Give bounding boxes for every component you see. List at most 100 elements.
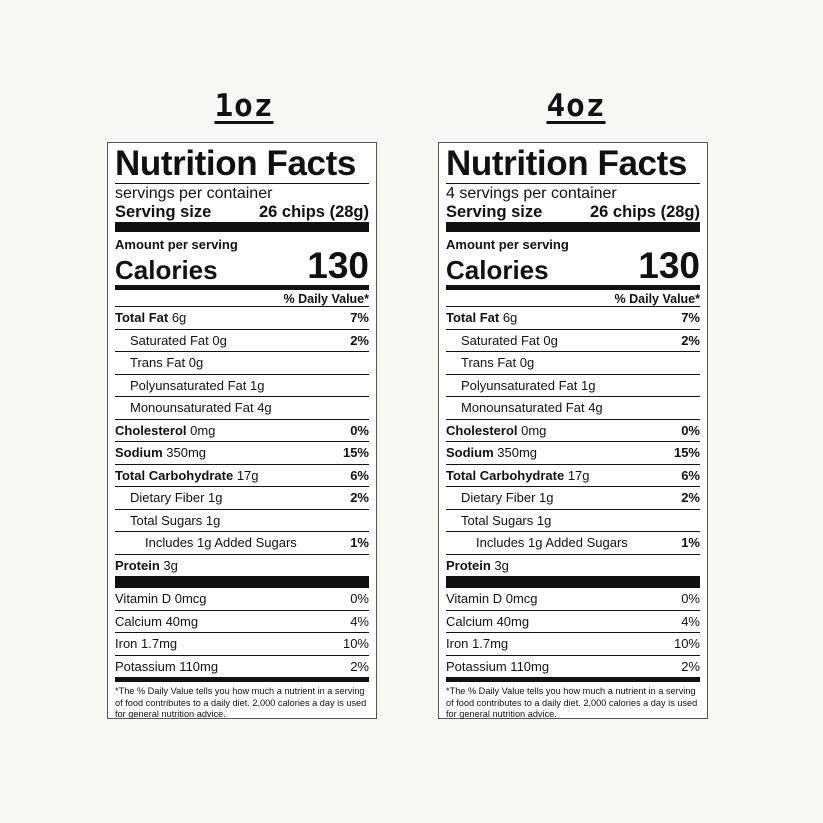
- amount-per-serving: Amount per serving: [446, 237, 569, 252]
- nutrient-row-dietary-fiber: Dietary Fiber 1g 2%: [115, 486, 369, 509]
- nutrient-row-added-sugars: Includes 1g Added Sugars 1%: [446, 531, 700, 554]
- nutrient-row-calcium: Calcium 40mg 4%: [446, 609, 700, 633]
- medium-divider: [115, 285, 369, 290]
- calories-value: 130: [638, 245, 700, 286]
- nutrient-percent: 2%: [350, 658, 369, 674]
- nutrient-row-monounsaturated-fat: Monounsaturated Fat 4g: [115, 396, 369, 419]
- nutrient-text: Dietary Fiber 1g: [130, 490, 223, 506]
- calories-row: Calories 130: [446, 245, 700, 286]
- nutrient-text: Includes 1g Added Sugars: [145, 535, 297, 551]
- divider: [446, 183, 700, 184]
- nutrient-text: Calcium 40mg: [115, 613, 199, 629]
- medium-divider: [446, 677, 700, 682]
- nutrient-row-vitamin-d: Vitamin D 0mcg 0%: [115, 588, 369, 610]
- nutrient-row-protein: Protein 3g: [446, 553, 700, 577]
- nutrient-text: Trans Fat 0g: [130, 355, 204, 371]
- nutrient-row-vitamin-d: Vitamin D 0mcg 0%: [446, 588, 700, 610]
- serving-size-value: 26 chips (28g): [589, 203, 700, 221]
- calories-label: Calories: [446, 255, 549, 285]
- serving-size-label: Serving size: [446, 203, 543, 221]
- nutrient-percent: 7%: [350, 310, 369, 326]
- nutrient-row-total-sugars: Total Sugars 1g: [115, 508, 369, 532]
- nutrient-percent: 0%: [681, 422, 700, 438]
- nutrient-amount: 350mg: [162, 445, 207, 461]
- nutrient-row-trans-fat: Trans Fat 0g: [115, 351, 369, 374]
- nutrient-row-iron: Iron 1.7mg 10%: [115, 632, 369, 655]
- daily-value-header: % Daily Value*: [283, 292, 369, 306]
- nutrient-row-iron: Iron 1.7mg 10%: [446, 632, 700, 655]
- nutrient-row-dietary-fiber: Dietary Fiber 1g 2%: [446, 486, 700, 509]
- nutrient-amount: 17g: [564, 467, 590, 483]
- nutrient-percent: 15%: [342, 445, 369, 461]
- nutrient-percent: 10%: [673, 636, 700, 652]
- nutrient-name: Protein: [446, 557, 491, 573]
- nutrient-percent: 6%: [681, 467, 700, 483]
- nutrient-text: Monounsaturated Fat 4g: [461, 400, 603, 416]
- nutrient-text: Dietary Fiber 1g: [461, 490, 554, 506]
- nutrient-row-polyunsaturated-fat: Polyunsaturated Fat 1g: [446, 373, 700, 397]
- nutrient-row-total-carbohydrate: Total Carbohydrate 17g 6%: [446, 463, 700, 487]
- nutrient-percent: 15%: [673, 445, 700, 461]
- nutrient-row-saturated-fat: Saturated Fat 0g 2%: [446, 328, 700, 352]
- nutrient-text: Saturated Fat 0g: [461, 332, 558, 348]
- nutrition-label-4oz: Nutrition Facts 4 servings per container…: [438, 142, 708, 719]
- nutrient-percent: 10%: [342, 636, 369, 652]
- nutrient-row-calcium: Calcium 40mg 4%: [115, 609, 369, 633]
- nutrient-name: Total Carbohydrate: [446, 467, 565, 483]
- nutrient-text: Polyunsaturated Fat 1g: [461, 377, 596, 393]
- heading-1oz: 1oz: [214, 88, 274, 124]
- nutrient-row-saturated-fat: Saturated Fat 0g 2%: [115, 328, 369, 352]
- nutrient-name: Sodium: [115, 445, 163, 461]
- nutrient-percent: 2%: [681, 332, 700, 348]
- nutrient-text: Total Sugars 1g: [461, 512, 552, 528]
- nutrient-amount: 6g: [168, 310, 187, 326]
- nutrient-row-potassium: Potassium 110mg 2%: [446, 654, 700, 678]
- servings-per-container: servings per container: [115, 185, 273, 202]
- calories-row: Calories 130: [115, 245, 369, 286]
- serving-size-value: 26 chips (28g): [258, 203, 369, 221]
- nutrient-percent: 1%: [350, 535, 369, 551]
- nutrient-text: Saturated Fat 0g: [130, 332, 227, 348]
- nutrient-percent: 2%: [350, 490, 369, 506]
- divider: [115, 183, 369, 184]
- calories-value: 130: [307, 245, 369, 286]
- nutrient-name: Total Fat: [446, 310, 500, 326]
- nutrient-name: Protein: [115, 557, 160, 573]
- nutrient-text: Calcium 40mg: [446, 613, 530, 629]
- daily-value-footnote: *The % Daily Value tells you how much a …: [446, 686, 698, 719]
- nutrient-percent: 0%: [350, 422, 369, 438]
- nutrient-text: Monounsaturated Fat 4g: [130, 400, 272, 416]
- nutrient-amount: 6g: [499, 310, 518, 326]
- nutrient-text: Polyunsaturated Fat 1g: [130, 377, 265, 393]
- nutrient-percent: 6%: [350, 467, 369, 483]
- nutrient-text: Potassium 110mg: [115, 658, 219, 674]
- nutrition-label-1oz: Nutrition Facts servings per container S…: [107, 142, 377, 719]
- nutrient-amount: 3g: [159, 557, 178, 573]
- daily-value-footnote: *The % Daily Value tells you how much a …: [115, 686, 367, 719]
- nutrient-percent: 0%: [350, 591, 369, 607]
- nutrient-row-cholesterol: Cholesterol 0mg 0%: [115, 418, 369, 442]
- nutrient-row-sodium: Sodium 350mg 15%: [446, 441, 700, 464]
- nutrient-percent: 2%: [681, 490, 700, 506]
- nutrient-text: Trans Fat 0g: [461, 355, 535, 371]
- medium-divider: [115, 677, 369, 682]
- nutrient-name: Total Carbohydrate: [115, 467, 234, 483]
- nutrient-row-protein: Protein 3g: [115, 553, 369, 577]
- nutrient-row-added-sugars: Includes 1g Added Sugars 1%: [115, 531, 369, 554]
- nutrient-amount: 17g: [233, 467, 259, 483]
- nutrient-row-total-fat: Total Fat 6g 7%: [115, 306, 369, 329]
- nutrient-row-sodium: Sodium 350mg 15%: [115, 441, 369, 464]
- nutrient-row-trans-fat: Trans Fat 0g: [446, 351, 700, 374]
- nutrient-percent: 4%: [681, 613, 700, 629]
- thick-divider: [446, 222, 700, 232]
- heading-4oz: 4oz: [546, 88, 606, 124]
- nutrient-amount: 0mg: [517, 422, 547, 438]
- nutrient-text: Iron 1.7mg: [115, 636, 178, 652]
- nutrient-text: Iron 1.7mg: [446, 636, 509, 652]
- serving-size-row: Serving size 26 chips (28g): [115, 203, 369, 222]
- nutrient-row-total-sugars: Total Sugars 1g: [446, 508, 700, 532]
- nutrient-percent: 2%: [681, 658, 700, 674]
- nutrient-row-polyunsaturated-fat: Polyunsaturated Fat 1g: [115, 373, 369, 397]
- nutrient-text: Potassium 110mg: [446, 658, 550, 674]
- serving-size-row: Serving size 26 chips (28g): [446, 203, 700, 222]
